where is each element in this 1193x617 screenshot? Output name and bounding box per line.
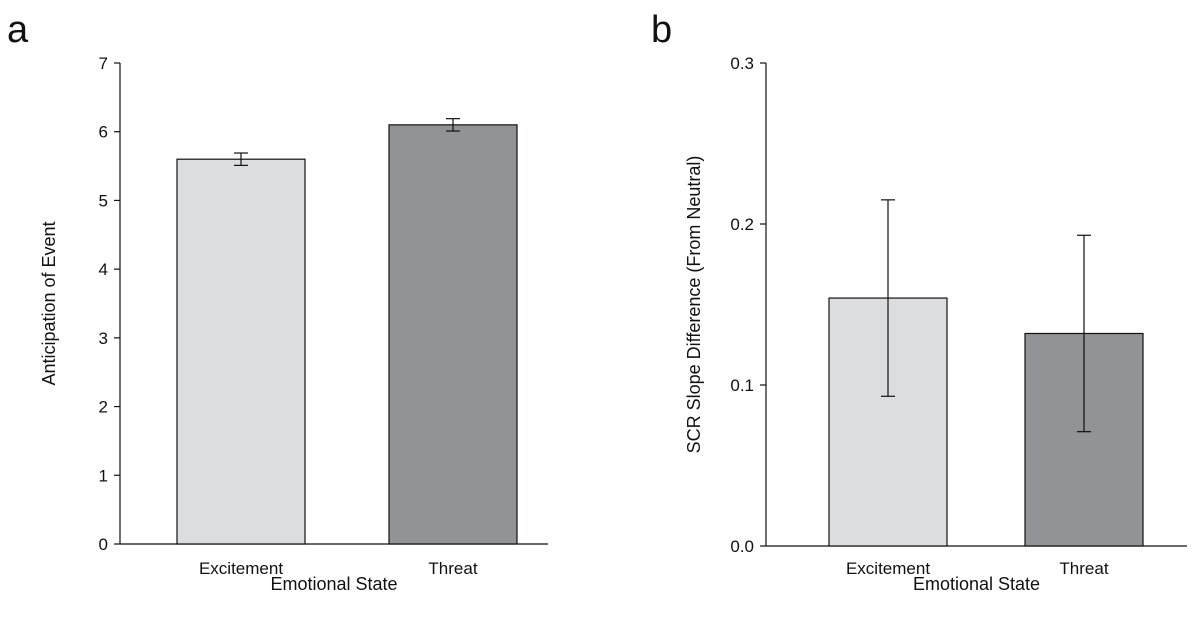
y-tick-label: 7	[99, 54, 108, 73]
y-axis-title: Anticipation of Event	[39, 221, 59, 385]
x-tick-label: Threat	[428, 559, 477, 578]
y-axis-title: SCR Slope Difference (From Neutral)	[684, 156, 704, 454]
y-tick-label: 0.2	[730, 215, 754, 234]
y-tick-label: 6	[99, 123, 108, 142]
y-tick-label: 5	[99, 191, 108, 210]
x-tick-label: Threat	[1059, 559, 1108, 578]
x-axis-title: Emotional State	[913, 574, 1040, 594]
panel-b: b 0.0 0.1 0.2 0.3 Excitement Threat Emotional S…	[651, 9, 1187, 594]
panel-label: b	[651, 9, 672, 51]
bar-excitement	[176, 158, 306, 545]
y-tick-label: 0.1	[730, 376, 754, 395]
x-axis-title: Emotional State	[270, 574, 397, 594]
y-tick-label: 3	[99, 329, 108, 348]
y-tick-label: 4	[99, 260, 108, 279]
y-tick-label: 0.3	[730, 54, 754, 73]
panel-a: a 0 1 2 3 4 5 6 7 Excitement Threat Emotional State…	[7, 9, 548, 594]
panel-label: a	[7, 9, 29, 51]
y-tick-label: 0	[99, 535, 108, 554]
x-tick-label: Excitement	[199, 559, 283, 578]
y-tick-label: 0.0	[730, 537, 754, 556]
y-tick-label: 2	[99, 398, 108, 417]
y-tick-label: 1	[99, 466, 108, 485]
bar-threat	[388, 124, 518, 545]
x-tick-label: Excitement	[846, 559, 930, 578]
